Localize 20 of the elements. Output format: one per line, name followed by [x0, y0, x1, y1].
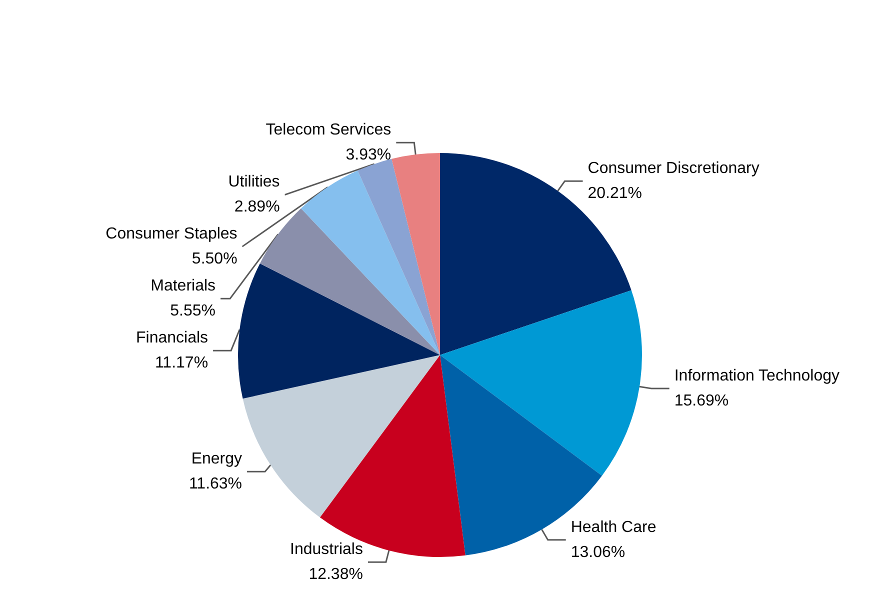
data-label: 11.17% — [154, 354, 208, 372]
data-label: 20.21% — [588, 185, 642, 202]
data-label: 5.50% — [192, 250, 238, 268]
data-label: 13.06% — [570, 544, 626, 561]
slice-label: Utilities — [228, 174, 280, 191]
slice-label: Energy — [191, 450, 242, 468]
data-label: 2.89% — [234, 198, 280, 216]
slice-label: Materials — [150, 278, 216, 295]
slice-label: Health Care — [570, 518, 656, 536]
data-label: 5.55% — [170, 302, 216, 320]
slice-label: Telecom Services — [266, 122, 392, 139]
slice-label: Financials — [136, 330, 208, 347]
data-label: 3.93% — [346, 146, 392, 164]
slice-label: Consumer Staples — [106, 226, 238, 243]
data-label: 15.69% — [674, 392, 729, 410]
slice-label: Consumer Discretionary — [588, 160, 760, 178]
data-label: 11.63% — [188, 476, 242, 493]
slice-label: Information Technology — [674, 368, 840, 385]
slice-label: Industrials — [290, 541, 363, 558]
data-label: 12.38% — [308, 566, 363, 584]
